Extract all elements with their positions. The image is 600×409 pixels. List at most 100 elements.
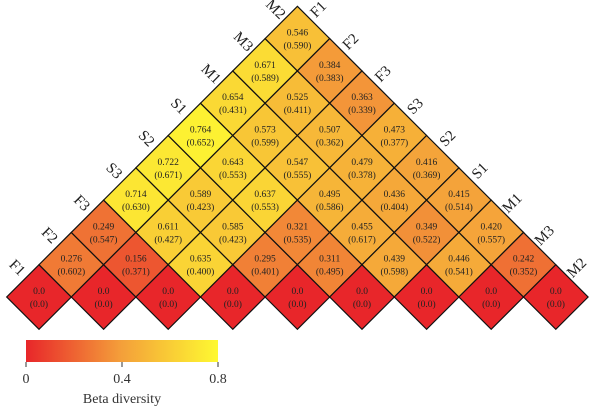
cell-value-label: 0.415	[448, 190, 470, 200]
cell-value-label: 0.242	[513, 255, 535, 265]
cell-value-label: 0.0	[33, 287, 45, 297]
cell-value-label: 0.0	[291, 287, 303, 297]
cell-paren-label: (0.652)	[187, 138, 215, 149]
cell-value-label: 0.585	[222, 222, 244, 232]
cell-value-label: 0.473	[384, 126, 406, 136]
cell-value-label: 0.276	[61, 255, 83, 265]
cell-value-label: 0.295	[254, 255, 276, 265]
cell-value-label: 0.416	[416, 158, 438, 168]
left-axis-label: F2	[38, 225, 61, 248]
cell-paren-label: (0.514)	[445, 202, 473, 213]
cell-paren-label: (0.362)	[316, 138, 344, 149]
cell-paren-label: (0.0)	[547, 299, 565, 310]
right-axis-label: S2	[437, 128, 460, 151]
cell-paren-label: (0.0)	[94, 299, 112, 310]
cell-paren-label: (0.553)	[219, 170, 247, 181]
cell-paren-label: (0.369)	[413, 170, 441, 181]
cell-value-label: 0.321	[287, 222, 309, 232]
cell-value-label: 0.0	[550, 287, 562, 297]
cell-paren-label: (0.557)	[477, 234, 505, 245]
cell-paren-label: (0.400)	[187, 267, 215, 278]
cell-paren-label: (0.371)	[122, 267, 150, 278]
left-axis-label: S3	[102, 160, 125, 183]
cell-value-label: 0.507	[319, 126, 341, 136]
cell-paren-label: (0.0)	[353, 299, 371, 310]
cell-value-label: 0.0	[485, 287, 497, 297]
cell-paren-label: (0.378)	[348, 170, 376, 181]
cell-paren-label: (0.0)	[159, 299, 177, 310]
cell-value-label: 0.654	[222, 93, 244, 103]
cell-paren-label: (0.0)	[417, 299, 435, 310]
right-axis-label: F3	[372, 63, 395, 86]
cell-value-label: 0.547	[287, 158, 309, 168]
cell-paren-label: (0.401)	[251, 267, 279, 278]
colorbar: 0 0.4 0.8 Beta diversity	[23, 340, 227, 407]
cell-paren-label: (0.383)	[316, 73, 344, 84]
cell-value-label: 0.495	[319, 190, 341, 200]
cell-value-label: 0.0	[421, 287, 433, 297]
cell-paren-label: (0.586)	[316, 202, 344, 213]
cell-value-label: 0.439	[384, 255, 406, 265]
cell-paren-label: (0.423)	[219, 234, 247, 245]
cell-value-label: 0.436	[384, 190, 406, 200]
cell-paren-label: (0.547)	[90, 234, 118, 245]
cell-paren-label: (0.599)	[251, 138, 279, 149]
right-axis-label: S1	[469, 160, 492, 183]
cell-value-label: 0.249	[93, 222, 115, 232]
cell-value-label: 0.573	[254, 126, 276, 136]
cell-value-label: 0.764	[190, 126, 212, 136]
left-axis-label: F1	[6, 257, 29, 280]
cell-paren-label: (0.411)	[284, 105, 311, 116]
cell-paren-label: (0.495)	[316, 267, 344, 278]
cell-value-label: 0.479	[351, 158, 373, 168]
cell-value-label: 0.722	[158, 158, 180, 168]
cell-paren-label: (0.0)	[482, 299, 500, 310]
cell-paren-label: (0.589)	[251, 73, 279, 84]
cell-paren-label: (0.377)	[380, 138, 408, 149]
cell-value-label: 0.384	[319, 61, 341, 71]
cell-value-label: 0.349	[416, 222, 438, 232]
colorbar-tick-2: 0.8	[209, 372, 227, 387]
cell-value-label: 0.643	[222, 158, 244, 168]
heatmap-cells: 0.0 (0.0) 0.276 (0.602) 0.249 (0.547) 0.714 (0.…	[5, 5, 589, 331]
right-axis-label: F1	[308, 0, 331, 21]
colorbar-tick-1: 0.4	[113, 372, 131, 387]
right-axis-label: S3	[404, 95, 427, 118]
cell-paren-label: (0.535)	[284, 234, 312, 245]
cell-value-label: 0.420	[481, 222, 503, 232]
cell-value-label: 0.635	[190, 255, 212, 265]
cell-paren-label: (0.0)	[30, 299, 48, 310]
cell-paren-label: (0.404)	[380, 202, 408, 213]
cell-paren-label: (0.0)	[288, 299, 306, 310]
cell-paren-label: (0.590)	[284, 41, 312, 52]
cell-value-label: 0.546	[287, 29, 309, 39]
cell-value-label: 0.611	[158, 222, 179, 232]
cell-value-label: 0.714	[125, 190, 147, 200]
cell-value-label: 0.363	[351, 93, 373, 103]
cell-paren-label: (0.352)	[510, 267, 538, 278]
heatmap-cell-shape	[522, 263, 589, 331]
left-axis-label: F3	[70, 192, 93, 215]
colorbar-title: Beta diversity	[83, 392, 161, 407]
right-axis-label: F2	[340, 31, 363, 54]
cell-value-label: 0.0	[98, 287, 110, 297]
cell-paren-label: (0.555)	[284, 170, 312, 181]
cell-paren-label: (0.541)	[445, 267, 473, 278]
colorbar-gradient	[26, 340, 218, 362]
cell-paren-label: (0.339)	[348, 105, 376, 116]
cell-value-label: 0.671	[254, 61, 276, 71]
cell-paren-label: (0.553)	[251, 202, 279, 213]
cell-paren-label: (0.0)	[224, 299, 242, 310]
cell-value-label: 0.446	[448, 255, 470, 265]
cell-paren-label: (0.598)	[380, 267, 408, 278]
cell-value-label: 0.0	[356, 287, 368, 297]
cell-paren-label: (0.671)	[154, 170, 182, 181]
cell-paren-label: (0.617)	[348, 234, 376, 245]
cell-value-label: 0.0	[227, 287, 239, 297]
cell-paren-label: (0.431)	[219, 105, 247, 116]
cell-value-label: 0.311	[319, 255, 340, 265]
cell-value-label: 0.637	[254, 190, 276, 200]
left-axis-label: S2	[135, 128, 158, 151]
cell-paren-label: (0.423)	[187, 202, 215, 213]
